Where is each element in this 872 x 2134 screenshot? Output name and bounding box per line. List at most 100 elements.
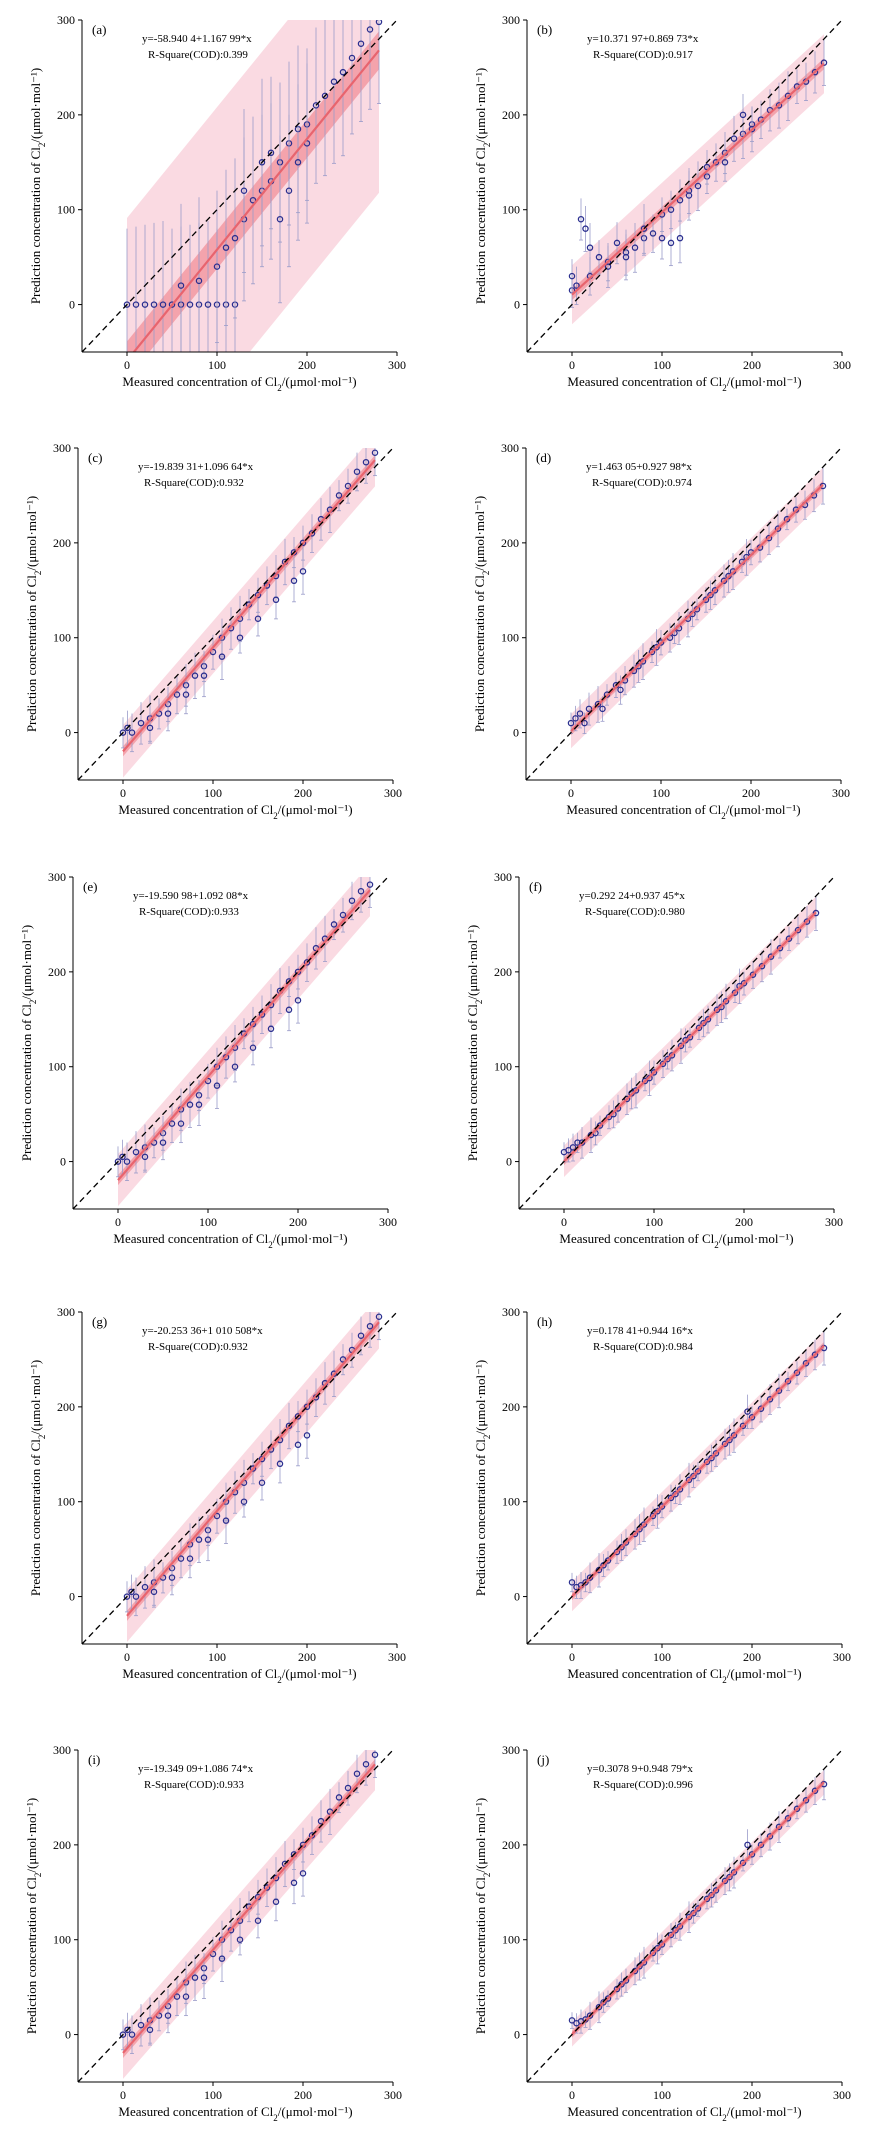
- plot-area: [78, 448, 393, 780]
- x-tick-label: 0: [124, 1650, 130, 1664]
- data-point: [578, 1139, 586, 1146]
- x-tick-label: 200: [298, 1650, 316, 1664]
- data-point: [339, 1356, 347, 1363]
- y-tick-label: 0: [514, 2028, 520, 2042]
- chart-panel-c: 0 100 200 300 0 100 200 300 Measured concentrati…: [24, 441, 402, 821]
- y-axis-label: Prediction concentration of Cl2/(μmol·mo…: [473, 68, 492, 304]
- fit-equation: y=0.292 24+0.937 45*x: [579, 890, 685, 902]
- data-point: [276, 1460, 284, 1468]
- x-tick-label: 300: [833, 358, 851, 372]
- data-point: [371, 449, 379, 456]
- data-point: [272, 1898, 280, 1906]
- data-point: [793, 1369, 801, 1376]
- panel-label: (g): [92, 1314, 107, 1329]
- data-point: [249, 1465, 257, 1472]
- data-point: [730, 1869, 738, 1876]
- plot-area: [527, 1312, 842, 1644]
- data-point: [123, 301, 131, 308]
- data-point: [272, 1874, 280, 1882]
- x-tick-label: 100: [653, 2088, 671, 2102]
- y-tick-label: 200: [48, 965, 66, 979]
- data-point: [574, 1139, 581, 1146]
- data-point: [565, 1146, 572, 1154]
- data-point: [704, 1016, 712, 1023]
- reference-line-y-equals-x: [78, 448, 393, 780]
- y-tick-label: 300: [501, 441, 519, 455]
- x-tick-label: 0: [124, 358, 130, 372]
- data-point: [766, 1833, 774, 1840]
- data-point: [586, 244, 594, 251]
- data-point: [195, 1536, 203, 1543]
- data-point: [749, 971, 757, 978]
- data-point: [604, 263, 612, 270]
- y-tick-label: 200: [57, 1400, 75, 1414]
- data-point: [258, 159, 266, 166]
- data-point: [186, 1555, 194, 1562]
- data-point: [299, 539, 307, 547]
- data-point: [159, 1139, 167, 1146]
- data-point: [150, 301, 158, 308]
- data-point: [123, 1158, 131, 1165]
- data-point: [585, 705, 593, 713]
- y-tick-label: 200: [501, 536, 519, 550]
- data-point: [722, 998, 730, 1005]
- data-point: [757, 1841, 765, 1849]
- data-point: [371, 1751, 379, 1758]
- data-point: [240, 1498, 248, 1505]
- y-tick-label: 0: [69, 1590, 75, 1604]
- data-point: [720, 577, 728, 585]
- data-point: [595, 2003, 603, 2011]
- data-point: [803, 918, 811, 925]
- data-point: [132, 1593, 140, 1600]
- data-point: [375, 1313, 383, 1320]
- y-tick-label: 300: [502, 1743, 520, 1757]
- data-point: [690, 1472, 697, 1480]
- data-point: [676, 234, 684, 242]
- plot-area: [526, 448, 841, 780]
- data-point: [366, 1322, 374, 1330]
- plot-area: [82, 20, 397, 352]
- data-point: [694, 1905, 702, 1912]
- y-tick-label: 300: [53, 1743, 71, 1757]
- x-tick-label: 300: [833, 2088, 851, 2102]
- data-point: [586, 1574, 594, 1581]
- data-point: [218, 1955, 226, 1962]
- data-point: [330, 78, 338, 85]
- y-tick-label: 300: [53, 441, 71, 455]
- data-point: [654, 1945, 661, 1952]
- data-point: [177, 1120, 185, 1127]
- reference-line-y-equals-x: [527, 20, 842, 352]
- data-point: [721, 1877, 729, 1885]
- fit-equation: y=-20.253 36+1 010 508*x: [142, 1325, 263, 1337]
- x-tick-label: 300: [388, 358, 406, 372]
- data-point: [308, 530, 316, 537]
- chart-panel-d: 0 100 200 300 0 100 200 300 Measured concentrati…: [472, 441, 850, 821]
- data-point: [811, 1787, 819, 1795]
- data-point: [164, 2012, 172, 2019]
- data-point: [258, 1455, 266, 1463]
- data-point: [362, 1760, 370, 1768]
- data-point: [802, 1797, 810, 1804]
- data-point: [712, 1450, 720, 1457]
- data-point: [213, 263, 221, 270]
- r-square-label: R-Square(COD):0.932: [144, 477, 244, 489]
- x-tick-label: 200: [294, 786, 312, 800]
- y-tick-label: 100: [57, 1495, 75, 1509]
- fit-line: [122, 459, 376, 753]
- y-tick-label: 200: [494, 965, 512, 979]
- data-point: [348, 54, 356, 62]
- y-tick-label: 0: [69, 298, 75, 312]
- data-point: [726, 1436, 733, 1444]
- panel-label: (f): [529, 879, 542, 894]
- data-point: [702, 596, 710, 604]
- fit-line: [117, 889, 371, 1181]
- reference-line-y-equals-x: [82, 1312, 397, 1644]
- data-point: [765, 534, 773, 542]
- data-point: [785, 935, 793, 942]
- data-point: [594, 700, 602, 708]
- data-point: [712, 1887, 720, 1894]
- data-point: [793, 1805, 801, 1813]
- data-point: [730, 1432, 738, 1439]
- data-point: [668, 1052, 676, 1059]
